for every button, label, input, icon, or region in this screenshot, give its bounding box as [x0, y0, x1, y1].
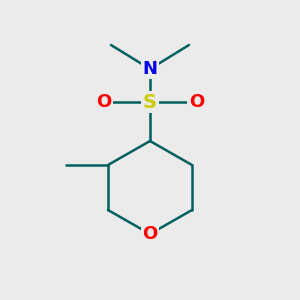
Text: N: N: [142, 60, 158, 78]
Text: O: O: [189, 93, 204, 111]
Text: S: S: [143, 92, 157, 112]
Text: O: O: [142, 225, 158, 243]
Text: O: O: [96, 93, 111, 111]
